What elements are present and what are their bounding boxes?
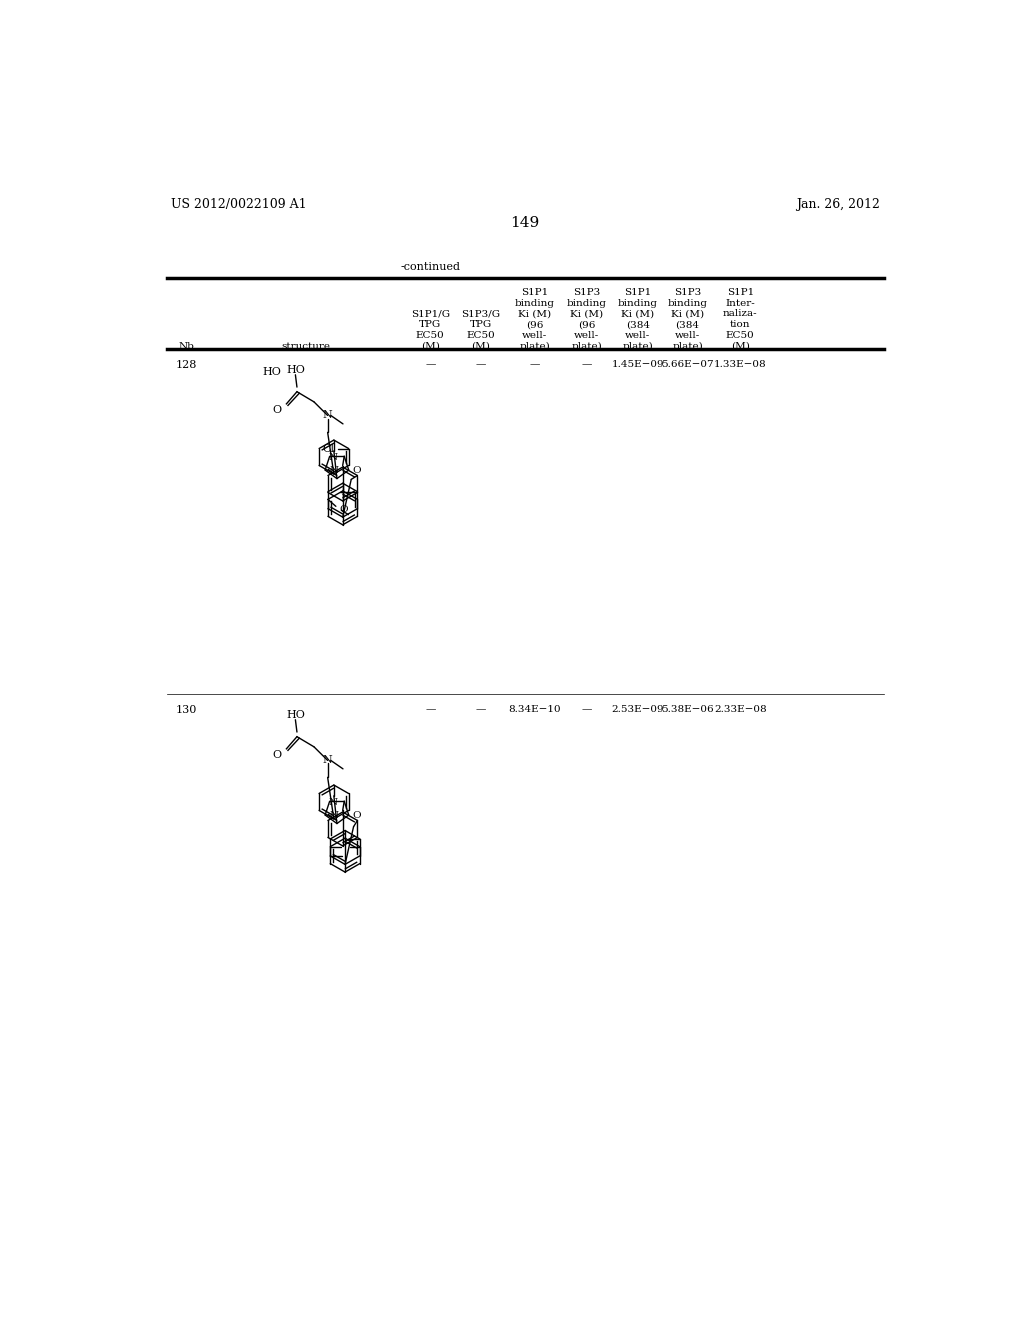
Text: binding: binding: [515, 298, 555, 308]
Text: binding: binding: [617, 298, 658, 308]
Text: plate): plate): [672, 342, 702, 351]
Text: N: N: [329, 810, 338, 820]
Text: TPG: TPG: [419, 321, 441, 329]
Text: 2.53E−09: 2.53E−09: [611, 705, 665, 714]
Text: Ki (M): Ki (M): [622, 309, 654, 318]
Text: plate): plate): [623, 342, 653, 351]
Text: 5.38E−06: 5.38E−06: [662, 705, 714, 714]
Text: EC50: EC50: [466, 331, 495, 339]
Text: binding: binding: [668, 298, 708, 308]
Text: Inter-: Inter-: [725, 298, 755, 308]
Text: Ki (M): Ki (M): [518, 309, 552, 318]
Text: S1P3/G: S1P3/G: [461, 309, 500, 318]
Text: S1P1: S1P1: [625, 288, 651, 297]
Text: naliza-: naliza-: [723, 309, 758, 318]
Text: EC50: EC50: [416, 331, 444, 339]
Text: well-: well-: [675, 331, 700, 339]
Text: 2.33E−08: 2.33E−08: [714, 705, 767, 714]
Text: (96: (96: [579, 321, 596, 329]
Text: Ki (M): Ki (M): [671, 309, 705, 318]
Text: HO: HO: [262, 367, 282, 376]
Text: S1P1: S1P1: [727, 288, 754, 297]
Text: (M): (M): [731, 342, 750, 351]
Text: —: —: [475, 360, 485, 370]
Text: (96: (96: [526, 321, 544, 329]
Text: O: O: [339, 506, 347, 513]
Text: O: O: [272, 405, 282, 414]
Text: S1P3: S1P3: [573, 288, 600, 297]
Text: 5.66E−07: 5.66E−07: [662, 360, 714, 370]
Text: —: —: [582, 705, 592, 714]
Text: Ki (M): Ki (M): [570, 309, 603, 318]
Text: TPG: TPG: [469, 321, 492, 329]
Text: structure: structure: [282, 342, 331, 351]
Text: plate): plate): [519, 342, 550, 351]
Text: (384: (384: [626, 321, 650, 329]
Text: —: —: [425, 705, 435, 714]
Text: 149: 149: [510, 216, 540, 230]
Text: O: O: [352, 466, 361, 475]
Text: well-: well-: [626, 331, 650, 339]
Text: Cl: Cl: [323, 444, 335, 454]
Text: O: O: [352, 810, 361, 820]
Text: N: N: [323, 755, 333, 766]
Text: (M): (M): [421, 342, 439, 351]
Text: (384: (384: [676, 321, 699, 329]
Text: S1P1: S1P1: [521, 288, 549, 297]
Text: (M): (M): [471, 342, 490, 351]
Text: 130: 130: [175, 705, 197, 715]
Text: 8.34E−10: 8.34E−10: [509, 705, 561, 714]
Text: binding: binding: [567, 298, 607, 308]
Text: US 2012/0022109 A1: US 2012/0022109 A1: [171, 198, 306, 211]
Text: —: —: [582, 360, 592, 370]
Text: O: O: [272, 750, 282, 760]
Text: HO: HO: [286, 710, 305, 721]
Text: tion: tion: [730, 321, 751, 329]
Text: EC50: EC50: [726, 331, 755, 339]
Text: Jan. 26, 2012: Jan. 26, 2012: [796, 198, 880, 211]
Text: plate): plate): [571, 342, 602, 351]
Text: —: —: [475, 705, 485, 714]
Text: —: —: [529, 360, 540, 370]
Text: N: N: [323, 411, 333, 421]
Text: Nb: Nb: [178, 342, 195, 351]
Text: well-: well-: [574, 331, 599, 339]
Text: S1P1/G: S1P1/G: [411, 309, 450, 318]
Text: N: N: [329, 466, 338, 475]
Text: N: N: [329, 453, 338, 462]
Text: S1P3: S1P3: [674, 288, 701, 297]
Text: HO: HO: [286, 366, 305, 375]
Text: well-: well-: [522, 331, 548, 339]
Text: N: N: [329, 799, 338, 808]
Text: 1.33E−08: 1.33E−08: [714, 360, 767, 370]
Text: 128: 128: [175, 360, 197, 370]
Text: 1.45E−09: 1.45E−09: [611, 360, 665, 370]
Text: —: —: [425, 360, 435, 370]
Text: -continued: -continued: [400, 263, 460, 272]
